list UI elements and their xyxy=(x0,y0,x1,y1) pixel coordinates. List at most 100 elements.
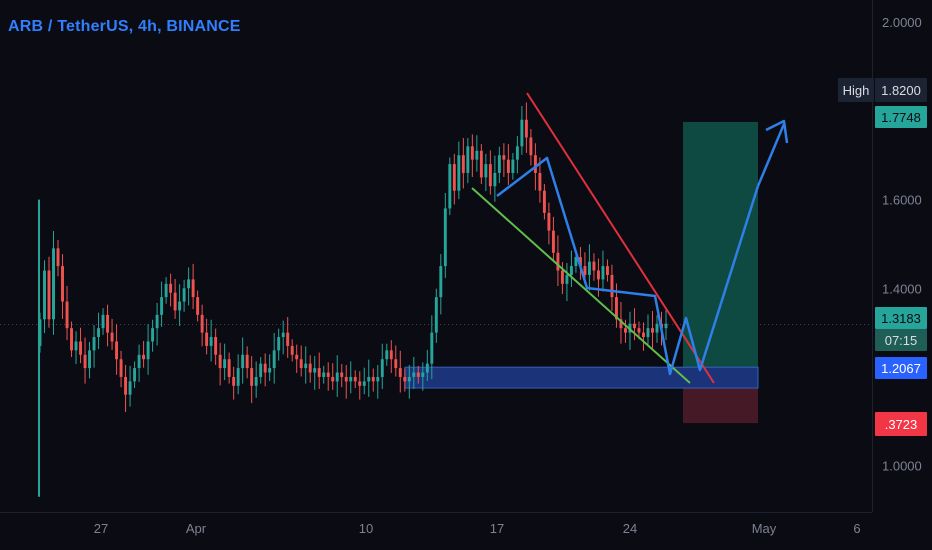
candle-body xyxy=(295,354,299,360)
candle-body xyxy=(322,372,326,377)
candle-body xyxy=(425,363,429,373)
symbol-title: ARB / TetherUS, 4h, BINANCE xyxy=(8,18,241,35)
candle-body xyxy=(61,266,64,302)
candle-body xyxy=(169,283,173,293)
candle-body xyxy=(335,372,339,382)
current-price-badge-bg xyxy=(875,307,927,329)
candle-body xyxy=(151,328,155,342)
candle-body xyxy=(587,261,591,275)
candle-body xyxy=(596,270,600,280)
stop-price-badge-text: .3723 xyxy=(885,417,918,432)
candle-body xyxy=(515,146,519,160)
candle-body xyxy=(389,350,393,360)
candle-body xyxy=(317,368,321,377)
candle-body xyxy=(259,363,263,377)
candle-body xyxy=(326,372,330,377)
candle-body xyxy=(331,376,335,382)
candle-body xyxy=(290,345,294,355)
candle-body xyxy=(605,266,609,275)
candle-body xyxy=(569,266,573,275)
candle-body xyxy=(614,297,618,320)
target-price-badge-bg xyxy=(875,106,927,128)
candle-body xyxy=(371,376,375,382)
current-price-badge-text: 1.3183 xyxy=(881,311,921,326)
x-tick-label: 6 xyxy=(853,521,860,536)
candle-body xyxy=(119,359,123,377)
candle-body xyxy=(583,266,587,275)
candle-body xyxy=(227,359,231,377)
candle-body xyxy=(299,359,303,369)
candle-body xyxy=(205,332,209,346)
candle-body xyxy=(633,323,636,329)
stop-price-badge-bg xyxy=(875,412,927,436)
candle-body xyxy=(164,283,168,298)
candle-body xyxy=(533,155,537,173)
stop-price-badge: .3723 xyxy=(875,412,927,436)
candle-body xyxy=(133,368,137,382)
candle-body xyxy=(250,368,254,386)
candle-body xyxy=(457,155,461,191)
candle-body xyxy=(214,337,218,355)
candle-body xyxy=(655,323,659,333)
candle-body xyxy=(407,376,411,382)
candle-body xyxy=(308,363,312,373)
candle-body xyxy=(101,314,105,329)
candle-body xyxy=(92,337,96,351)
green-trendline xyxy=(471,187,691,384)
candle-body xyxy=(277,337,281,351)
candle-body xyxy=(430,332,434,364)
candles xyxy=(38,102,668,497)
candle-body xyxy=(173,292,177,311)
candle-body xyxy=(488,164,492,187)
candle-body xyxy=(367,376,371,382)
candle-body xyxy=(344,376,348,382)
candle-body xyxy=(142,354,146,360)
candle-body xyxy=(619,319,623,329)
x-tick-label: 27 xyxy=(94,521,108,536)
candle-body xyxy=(272,350,276,369)
y-tick-label: 1.0000 xyxy=(882,459,922,474)
candle-body xyxy=(182,288,186,302)
candle-body xyxy=(443,208,447,267)
x-axis: 27 Apr 10 17 24 May 6 xyxy=(94,521,861,536)
candle-body xyxy=(340,372,344,377)
candle-body xyxy=(574,257,578,267)
candle-body xyxy=(484,164,488,178)
y-tick-label: 2.0000 xyxy=(882,15,922,30)
candle-body xyxy=(475,150,479,160)
candle-body xyxy=(88,350,92,369)
candle-body xyxy=(524,119,528,138)
projection-path xyxy=(496,156,760,376)
drawings xyxy=(471,92,789,384)
x-tick-label: 17 xyxy=(490,521,504,536)
x-tick-label: May xyxy=(752,521,777,536)
entry-price-badge-bg xyxy=(875,357,927,379)
candle-body xyxy=(83,354,87,369)
candle-body xyxy=(223,359,227,369)
candle-body xyxy=(542,190,546,213)
candle-body xyxy=(313,368,317,373)
candle-body xyxy=(74,341,78,351)
countdown-badge-bg xyxy=(875,329,927,351)
candle-body xyxy=(137,354,141,369)
candle-body xyxy=(466,146,470,173)
candle-body xyxy=(637,328,641,333)
target-price-badge: 1.7748 xyxy=(875,106,927,128)
candle-body xyxy=(65,301,69,329)
candle-body xyxy=(560,270,564,284)
candle-body xyxy=(434,297,438,333)
high-label-badge: High xyxy=(838,78,874,102)
candle-body xyxy=(79,341,82,355)
candle-body xyxy=(502,155,506,160)
candle-body xyxy=(439,266,443,298)
candle-body xyxy=(110,332,114,342)
candle-body xyxy=(601,266,605,280)
red-trendline xyxy=(526,92,715,384)
candle-body xyxy=(398,368,402,377)
candle-body xyxy=(547,212,551,231)
candle-body xyxy=(245,354,249,369)
candle-body xyxy=(70,328,73,351)
candle-body xyxy=(497,155,501,173)
candle-body xyxy=(304,363,308,369)
